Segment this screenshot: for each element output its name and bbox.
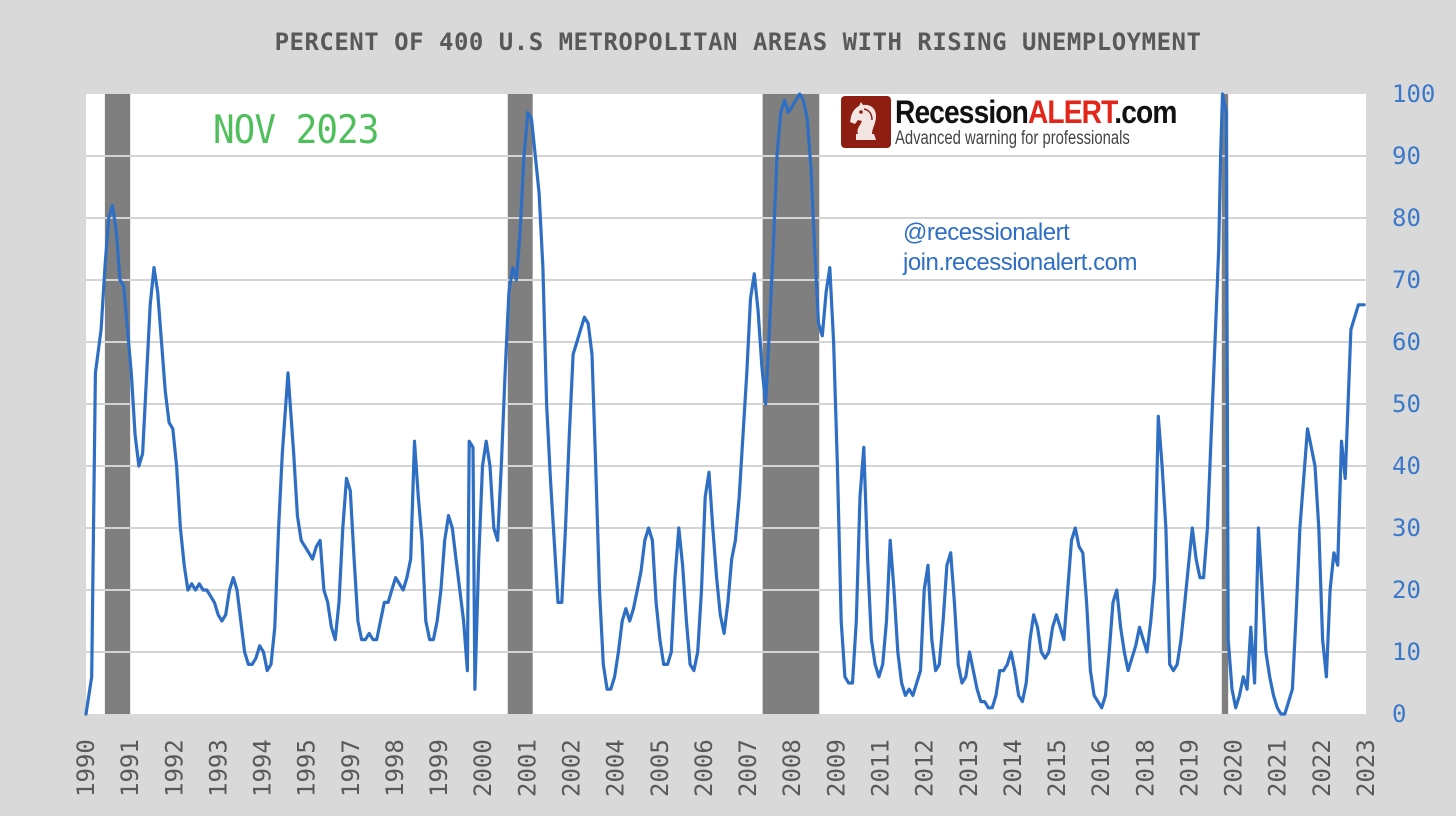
x-tick-label: 1995 [293, 739, 321, 797]
x-tick-label: 2013 [955, 739, 983, 797]
x-tick-label: 2005 [646, 739, 674, 797]
x-tick-label: 1997 [337, 739, 365, 797]
brand-tagline: Advanced warning for professionals [895, 128, 1130, 149]
x-tick-label: 2004 [602, 739, 630, 797]
y-tick-label: 10 [1392, 638, 1421, 666]
x-tick-label: 2016 [1087, 739, 1115, 797]
y-tick-label: 70 [1392, 266, 1421, 294]
x-tick-label: 2006 [690, 739, 718, 797]
x-tick-label: 2019 [1175, 739, 1203, 797]
series-line [84, 92, 1366, 716]
x-tick-label: 2007 [734, 739, 762, 797]
website-link: join.recessionalert.com [903, 249, 1137, 276]
twitter-handle: @recessionalert [903, 219, 1070, 246]
brand-logo-block: RecessionALERT.com Advanced warning for … [841, 96, 1215, 148]
x-tick-label: 2018 [1131, 739, 1159, 797]
x-tick-label: 2009 [822, 739, 850, 797]
x-tick-label: 2014 [999, 739, 1027, 797]
x-tick-label: 2012 [911, 739, 939, 797]
x-tick-label: 1994 [249, 739, 277, 797]
y-tick-label: 0 [1392, 700, 1406, 728]
x-tick-label: 2000 [469, 739, 497, 797]
date-stamp: NOV 2023 [213, 108, 379, 154]
x-tick-label: 2020 [1220, 739, 1248, 797]
x-tick-label: 1999 [425, 739, 453, 797]
x-tick-label: 2011 [866, 739, 894, 797]
chart-title: PERCENT OF 400 U.S METROPOLITAN AREAS WI… [274, 28, 1202, 56]
brand-name: RecessionALERT.com [895, 94, 1177, 130]
y-tick-label: 50 [1392, 390, 1421, 418]
y-tick-label: 80 [1392, 204, 1421, 232]
y-tick-label: 100 [1392, 80, 1435, 108]
x-tick-label: 2021 [1264, 739, 1292, 797]
x-tick-label: 1998 [381, 739, 409, 797]
y-tick-label: 20 [1392, 576, 1421, 604]
y-tick-label: 40 [1392, 452, 1421, 480]
x-tick-label: 2022 [1308, 739, 1336, 797]
x-tick-label: 1990 [72, 739, 100, 797]
x-tick-label: 1993 [204, 739, 232, 797]
knight-chess-icon [841, 96, 891, 148]
x-tick-label: 1991 [116, 739, 144, 797]
x-tick-label: 2008 [778, 739, 806, 797]
y-tick-label: 60 [1392, 328, 1421, 356]
y-tick-label: 30 [1392, 514, 1421, 542]
y-tick-label: 90 [1392, 142, 1421, 170]
x-tick-label: 2015 [1043, 739, 1071, 797]
x-tick-label: 2002 [558, 739, 586, 797]
x-tick-label: 2001 [513, 739, 541, 797]
x-tick-label: 1992 [160, 739, 188, 797]
x-tick-label: 2023 [1352, 739, 1380, 797]
contact-info: @recessionalert join.recessionalert.com [903, 218, 1137, 278]
